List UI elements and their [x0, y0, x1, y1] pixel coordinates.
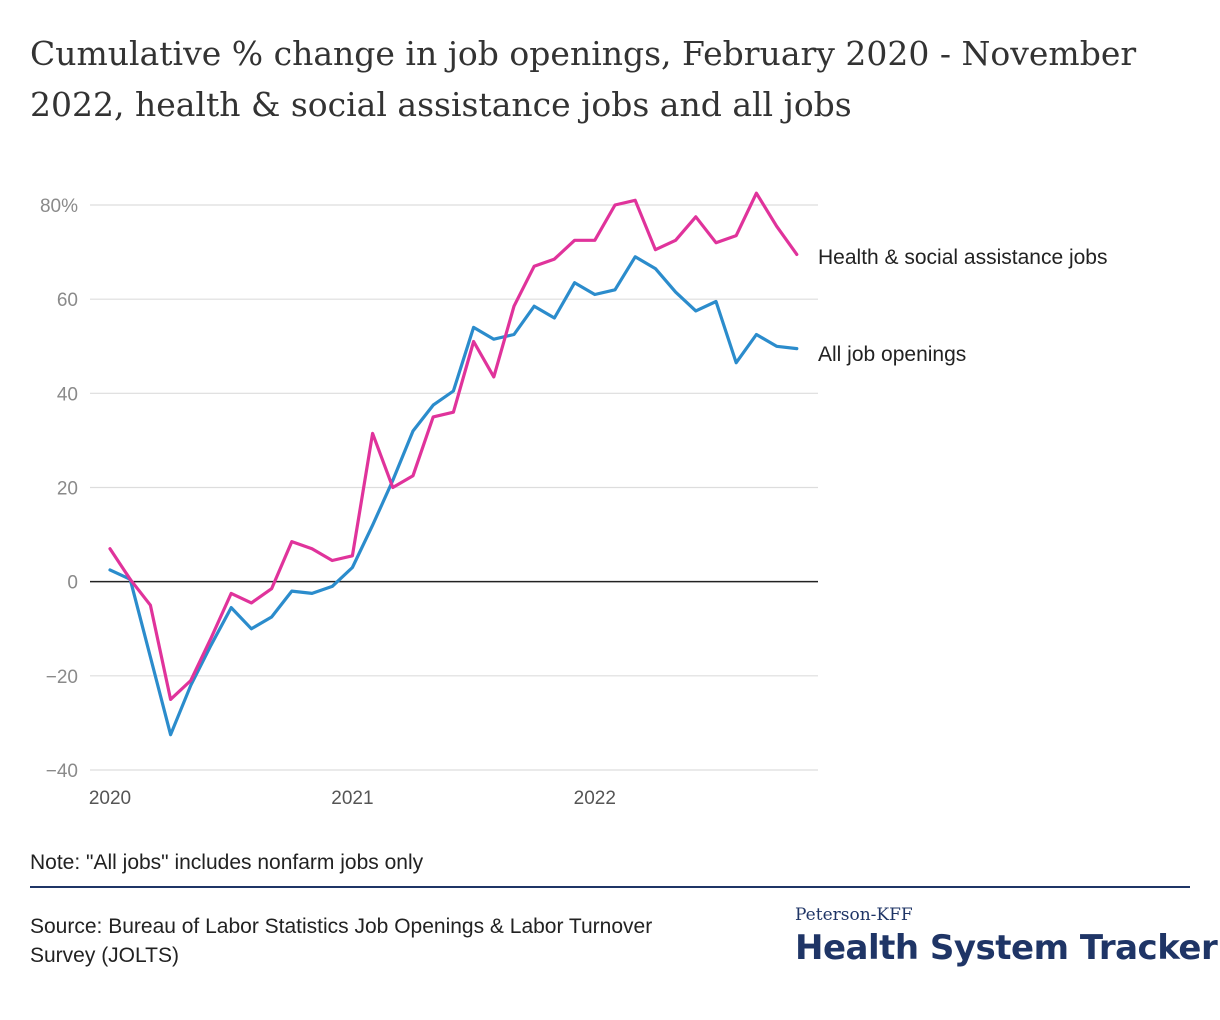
- y-tick-label: −40: [46, 761, 78, 782]
- line-chart: −40 −20 0 20 40 60 80% 2020 2021 2022 Health & s…: [40, 191, 1107, 809]
- series-line: [108, 191, 799, 702]
- y-tick-label: 60: [57, 290, 78, 311]
- source-text: Source: Bureau of Labor Statistics Job O…: [30, 915, 653, 967]
- x-tick-label: 2022: [574, 788, 616, 809]
- y-tick-label: 80%: [40, 196, 78, 217]
- series-line: [108, 255, 799, 737]
- series-label: Health & social assistance jobs: [818, 246, 1107, 269]
- series-labels: Health & social assistance jobs All job o…: [818, 246, 1107, 366]
- gridlines: [90, 204, 818, 771]
- y-tick-label: 0: [67, 573, 78, 594]
- y-axis-ticks: −40 −20 0 20 40 60 80%: [40, 196, 78, 782]
- series-label: All job openings: [818, 343, 966, 366]
- divider: [30, 886, 1190, 888]
- y-tick-label: 20: [57, 479, 78, 500]
- x-axis-ticks: 2020 2021 2022: [89, 788, 616, 809]
- y-tick-label: 40: [57, 384, 78, 405]
- x-tick-label: 2021: [331, 788, 373, 809]
- series-lines: [108, 191, 799, 737]
- x-tick-label: 2020: [89, 788, 131, 809]
- chart-note: Note: "All jobs" includes nonfarm jobs o…: [30, 851, 424, 874]
- brand-logo: Health System Tracker: [795, 928, 1218, 968]
- chart-title: Cumulative % change in job openings, Feb…: [30, 34, 1137, 124]
- y-tick-label: −20: [46, 667, 78, 688]
- brand-subtitle: Peterson-KFF: [795, 905, 913, 925]
